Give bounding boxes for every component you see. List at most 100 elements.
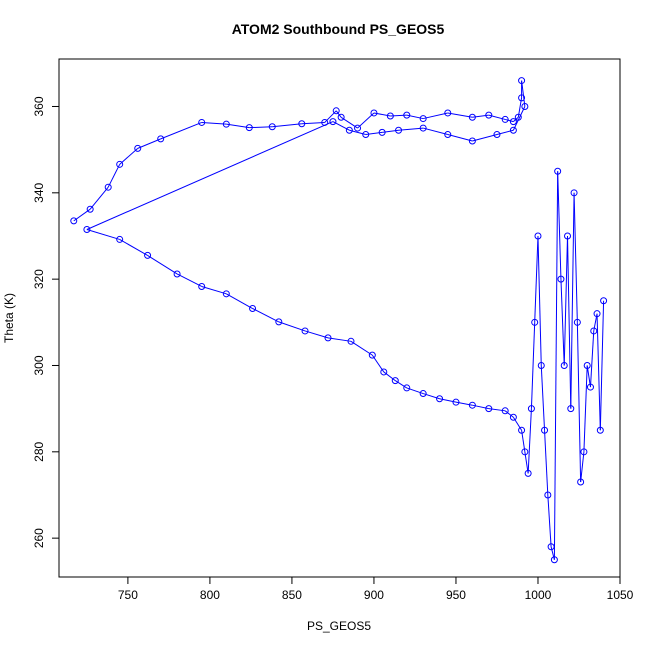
data-point: [577, 478, 585, 486]
series-segment: [447, 134, 473, 142]
series-segment: [530, 322, 536, 409]
data-point: [509, 126, 517, 134]
data-point: [347, 337, 355, 345]
y-axis: 260 280 300 320 340 360: [32, 96, 59, 548]
data-point: [537, 361, 545, 369]
data-point: [116, 160, 124, 168]
data-point: [368, 351, 376, 359]
series-segment: [335, 110, 342, 118]
series-segment: [540, 365, 546, 431]
series-segment: [86, 229, 120, 240]
series-segment: [570, 192, 575, 409]
data-point: [370, 109, 378, 117]
data-point: [222, 120, 230, 128]
series-segment: [160, 121, 202, 140]
data-point: [524, 469, 532, 477]
data-point: [485, 405, 493, 413]
data-point: [468, 137, 476, 145]
series-segment: [395, 380, 408, 389]
data-point: [354, 124, 362, 132]
series-segment: [504, 410, 514, 418]
data-point: [116, 235, 124, 243]
series-segment: [383, 371, 396, 381]
x-tick-label: 800: [200, 588, 220, 602]
data-point: [403, 384, 411, 392]
x-tick-label: 900: [364, 588, 384, 602]
data-point: [362, 131, 370, 139]
data-point: [301, 327, 309, 335]
x-tick-label: 1000: [525, 588, 552, 602]
data-point: [321, 118, 329, 126]
chart-title: ATOM2 Southbound PS_GEOS5: [232, 21, 445, 37]
data-point: [501, 407, 509, 415]
data-point: [501, 115, 509, 123]
x-axis-label: PS_GEOS5: [307, 619, 371, 633]
data-point: [468, 113, 476, 121]
series-segment: [226, 293, 253, 309]
data-point: [514, 113, 522, 121]
data-point: [104, 183, 112, 191]
data-point: [329, 118, 337, 126]
x-axis: 750 800 850 900 950 1000 1050: [118, 577, 634, 602]
data-point: [249, 305, 257, 313]
series-segment: [521, 80, 526, 107]
series-segment: [576, 322, 582, 483]
series-segment: [472, 134, 498, 142]
data-point: [332, 107, 340, 115]
data-point: [570, 189, 578, 197]
series-segment: [252, 308, 280, 323]
series-segment: [86, 121, 334, 230]
data-point: [509, 413, 517, 421]
data-point: [134, 144, 142, 152]
data-point: [583, 361, 591, 369]
data-point: [337, 113, 345, 121]
series-segment: [147, 254, 178, 275]
data-point: [485, 111, 493, 119]
data-point: [391, 377, 399, 385]
series-segment: [89, 186, 109, 210]
series-segment: [560, 279, 565, 366]
data-point: [557, 275, 565, 283]
plot-frame: [58, 58, 621, 578]
series-segment: [278, 321, 306, 332]
series-segment: [589, 330, 595, 388]
data-point: [444, 109, 452, 117]
series-segment: [583, 365, 588, 452]
data-point: [419, 390, 427, 398]
data-point: [395, 126, 403, 134]
data-point: [586, 383, 594, 391]
data-point: [560, 361, 568, 369]
series-segment: [301, 121, 325, 125]
series-segment: [272, 123, 302, 128]
data-point: [527, 405, 535, 413]
data-point: [419, 115, 427, 123]
series-segment: [398, 127, 424, 131]
series-segment: [524, 451, 529, 474]
data-point: [564, 232, 572, 240]
series-segment: [521, 430, 526, 452]
series-segment: [537, 235, 542, 366]
y-axis-label: Theta (K): [2, 293, 16, 343]
data-point: [70, 217, 78, 225]
data-point: [518, 77, 526, 85]
series-segment: [249, 126, 273, 129]
data-point: [386, 112, 394, 120]
data-point: [83, 226, 91, 234]
data-point: [468, 401, 476, 409]
series-segment: [423, 127, 448, 136]
series-segment: [201, 121, 227, 125]
data-point: [573, 318, 581, 326]
data-point: [419, 124, 427, 132]
series-segment: [599, 300, 605, 431]
data-point: [144, 251, 152, 259]
series-segment: [304, 330, 329, 339]
y-tick-label: 340: [32, 182, 46, 202]
data-point: [541, 426, 549, 434]
data-point: [518, 426, 526, 434]
series-segment: [547, 494, 552, 547]
series-segment: [553, 171, 559, 560]
data-point: [550, 556, 558, 564]
series-segment: [119, 147, 139, 165]
data-point: [345, 126, 353, 134]
